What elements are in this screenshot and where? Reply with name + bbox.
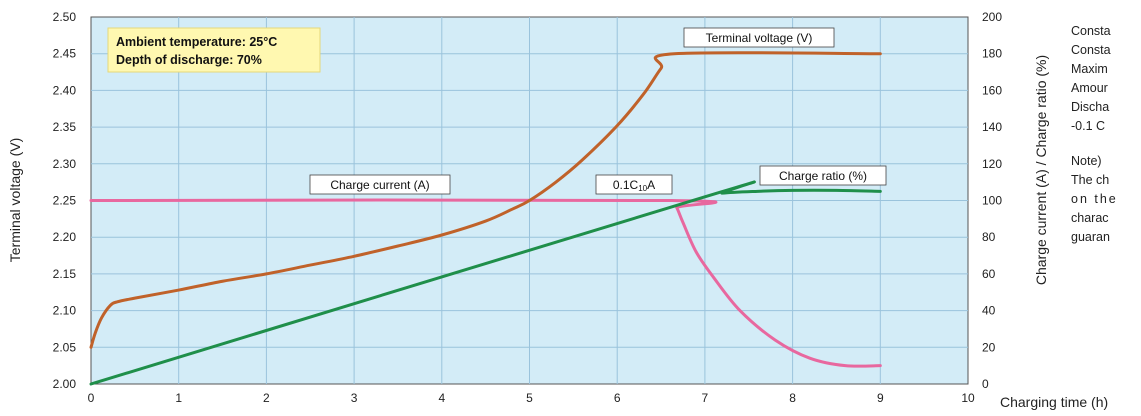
y-left-tick-label: 2.10 (53, 304, 77, 318)
y-right-axis-label: Charge current (A) / Charge ratio (%) (1033, 55, 1049, 285)
series-line-charge-ratio (89, 180, 882, 386)
label-current-annotation: 0.1C10A (595, 174, 673, 195)
x-tick-label: 5 (526, 391, 533, 405)
note-line: Consta (1071, 43, 1111, 57)
y-left-axis-label: Terminal voltage (V) (7, 138, 23, 263)
note-line: Note) (1071, 154, 1102, 168)
series-layer (89, 51, 882, 386)
note-line: Maxim (1071, 62, 1108, 76)
label-charge-current-text: Charge current (A) (330, 178, 429, 192)
x-tick-label: 1 (175, 391, 182, 405)
y-left-tick-label: 2.15 (53, 267, 77, 281)
series-line-terminal-voltage-v (89, 51, 882, 349)
label-charge-ratio-text: Charge ratio (%) (779, 169, 867, 183)
x-tick-label: 3 (351, 391, 358, 405)
label-charge-current: Charge current (A) (309, 174, 451, 195)
y-left-tick-label: 2.05 (53, 340, 77, 354)
y-right-tick-label: 140 (982, 120, 1002, 134)
y-right-tick-label: 0 (982, 377, 989, 391)
y-left-tick-label: 2.30 (53, 157, 77, 171)
note-line: Amour (1071, 81, 1108, 95)
label-current-annotation-text: 0.1C10A (613, 178, 655, 193)
label-charge-ratio: Charge ratio (%) (759, 165, 887, 186)
label-terminal-voltage: Terminal voltage (V) (683, 27, 835, 48)
y-left-tick-label: 2.25 (53, 194, 77, 208)
y-left-tick-label: 2.20 (53, 230, 77, 244)
note-line: The ch (1071, 173, 1110, 187)
info-box: Ambient temperature: 25°C Depth of disch… (107, 27, 321, 73)
info-box-line1: Ambient temperature: 25°C (116, 35, 277, 49)
note-line: charac (1071, 211, 1109, 225)
left-axis-ticks: 2.00 2.05 2.10 2.15 2.20 2.25 2.30 2.35 2.40 2.45… (53, 10, 77, 391)
y-left-tick-label: 2.35 (53, 120, 77, 134)
x-tick-label: 6 (614, 391, 621, 405)
x-tick-label: 9 (877, 391, 884, 405)
y-right-tick-label: 40 (982, 304, 996, 318)
x-tick-label: 4 (438, 391, 445, 405)
y-left-tick-label: 2.50 (53, 10, 77, 24)
note-line: Consta (1071, 24, 1111, 38)
y-right-tick-label: 160 (982, 83, 1002, 97)
note-line: -0.1 C (1071, 119, 1106, 133)
note-line: guaran (1071, 230, 1110, 244)
note-line: on the (1071, 192, 1118, 206)
x-tick-label: 7 (702, 391, 709, 405)
y-right-tick-label: 60 (982, 267, 996, 281)
y-left-tick-label: 2.45 (53, 47, 77, 61)
info-box-line2: Depth of discharge: 70% (116, 53, 262, 67)
y-left-tick-label: 2.00 (53, 377, 77, 391)
y-right-tick-label: 80 (982, 230, 996, 244)
x-tick-label: 10 (961, 391, 975, 405)
label-terminal-voltage-text: Terminal voltage (V) (706, 31, 813, 45)
x-axis-ticks: 0 1 2 3 4 5 6 7 8 9 10 (88, 391, 975, 405)
x-tick-label: 0 (88, 391, 95, 405)
x-tick-label: 8 (789, 391, 796, 405)
x-axis-label: Charging time (h) (1000, 394, 1108, 410)
y-right-tick-label: 180 (982, 47, 1002, 61)
x-tick-label: 2 (263, 391, 270, 405)
y-right-tick-label: 200 (982, 10, 1002, 24)
y-right-tick-label: 120 (982, 157, 1002, 171)
y-left-tick-label: 2.40 (53, 83, 77, 97)
note-line: Discha (1071, 100, 1110, 114)
y-right-tick-label: 100 (982, 194, 1002, 208)
series-line-charge-current-a (89, 198, 882, 368)
y-right-tick-label: 20 (982, 340, 996, 354)
right-axis-ticks: 0 20 40 60 80 100 120 140 160 180 200 (982, 10, 1002, 391)
